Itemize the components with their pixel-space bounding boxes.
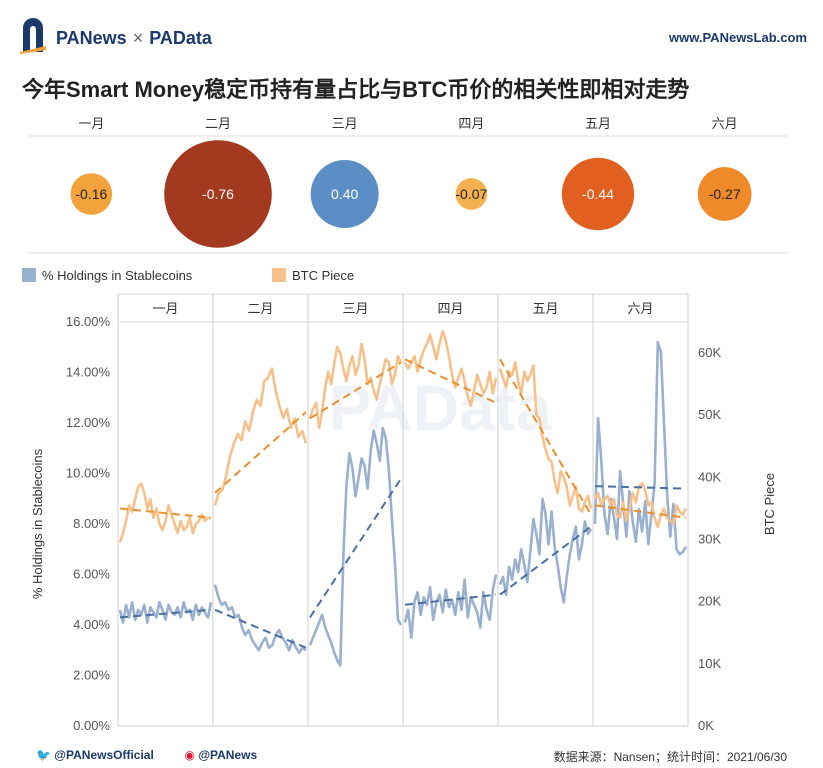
panel-month-label: 五月	[532, 301, 558, 316]
y-axis-right-title: BTC Piece	[762, 473, 777, 535]
btc-price-line	[403, 329, 498, 408]
stablecoin-trend-line	[214, 608, 307, 649]
stablecoin-holdings-line	[403, 574, 498, 639]
y-tick-left: 8.00%	[73, 516, 110, 531]
twitter-icon: 🐦	[36, 748, 51, 762]
y-tick-right: 30K	[698, 532, 721, 547]
stablecoin-holdings-line	[498, 497, 593, 604]
panel-month-label: 六月	[627, 301, 653, 316]
main-chart: PANewsPAData一月二月三月四月五月六月0.00%2.00%4.00%6…	[30, 293, 777, 733]
bubble-month-label: 一月	[78, 116, 104, 131]
btc-trend-line	[594, 504, 687, 519]
y-tick-left: 4.00%	[73, 617, 110, 632]
correlation-bubble	[697, 167, 752, 221]
brand-padata: PAData	[149, 28, 212, 48]
bubble-month-label: 六月	[712, 116, 738, 131]
header: PANews × PAData www.PANewsLab.com	[0, 0, 823, 72]
legend-label-stablecoins: % Holdings in Stablecoins	[42, 268, 193, 283]
btc-price-line	[213, 367, 308, 506]
correlation-bubble	[70, 173, 113, 215]
stablecoin-trend-line	[499, 525, 592, 596]
btc-trend-line	[499, 358, 592, 516]
correlation-value-label: -0.27	[709, 186, 741, 202]
brand-separator: ×	[132, 28, 144, 48]
btc-price-line	[118, 482, 211, 543]
correlation-value-label: -0.07	[455, 186, 487, 202]
logo-bar: PANews × PAData www.PANewsLab.com	[20, 18, 807, 62]
panel-month-label: 三月	[342, 301, 368, 316]
bubble-month-label: 二月	[205, 116, 231, 131]
legend-item-btc: BTC Piece	[272, 268, 354, 283]
correlation-value-label: -0.16	[75, 186, 107, 202]
panews-logo-icon	[20, 18, 46, 54]
footer: 🐦 @PANewsOfficial ◉ @PANews 数据来源：Nansen；…	[0, 742, 823, 768]
panel-month-label: 四月	[437, 301, 463, 316]
legend-swatch-stablecoins	[22, 268, 36, 282]
brand-panews: PANews	[56, 28, 127, 48]
y-tick-left: 16.00%	[66, 314, 111, 329]
btc-price-line	[308, 342, 403, 429]
brand: PANews × PAData	[56, 28, 212, 49]
y-tick-right: 10K	[698, 656, 721, 671]
y-tick-right: 20K	[698, 594, 721, 609]
correlation-value-label: -0.76	[202, 186, 234, 202]
correlation-value-label: 0.40	[331, 186, 358, 202]
legend-item-stablecoins: % Holdings in Stablecoins	[22, 268, 192, 283]
btc-trend-line	[309, 361, 402, 420]
stablecoin-holdings-line	[308, 426, 403, 667]
y-tick-left: 0.00%	[73, 718, 110, 733]
btc-trend-line	[404, 358, 497, 404]
y-tick-right: 60K	[698, 345, 721, 360]
btc-trend-line	[214, 411, 307, 494]
y-axis-left-title: % Holdings in Stablecoins	[30, 448, 45, 599]
y-tick-right: 0K	[698, 718, 714, 733]
y-tick-left: 14.00%	[66, 365, 111, 380]
panel-month-label: 一月	[152, 301, 178, 316]
data-source: 数据来源：Nansen；统计时间：2021/06/30	[553, 750, 787, 764]
bubble-month-label: 五月	[585, 116, 611, 131]
correlation-bubble	[310, 160, 379, 228]
btc-price-line	[498, 361, 593, 513]
twitter-handle[interactable]: @PANewsOfficial	[54, 748, 154, 762]
y-tick-left: 12.00%	[66, 415, 111, 430]
correlation-bubble	[455, 178, 488, 210]
footer-social: 🐦 @PANewsOfficial ◉ @PANews	[36, 748, 257, 762]
stablecoin-trend-line	[404, 593, 497, 606]
btc-price-line	[593, 482, 688, 529]
correlation-bubble	[561, 157, 635, 231]
stablecoin-holdings-line	[213, 584, 307, 655]
stablecoin-trend-line	[594, 485, 687, 490]
y-tick-left: 2.00%	[73, 668, 110, 683]
panel-month-label: 二月	[247, 301, 273, 316]
bubble-month-label: 四月	[458, 116, 484, 131]
correlation-bubbles: 一月 -0.16 二月 -0.76 三月 0.40 四月 -0.07 五月 -0.44 六月 -0.2…	[28, 116, 788, 254]
stablecoin-trend-line	[309, 478, 402, 618]
stablecoin-holdings-line	[118, 600, 213, 624]
btc-trend-line	[119, 507, 212, 519]
legend-swatch-btc	[272, 268, 286, 282]
weibo-icon: ◉	[184, 748, 195, 762]
stablecoin-trend-line	[119, 608, 212, 619]
bubble-month-label: 三月	[332, 116, 358, 131]
correlation-value-label: -0.44	[582, 186, 614, 202]
weibo-handle[interactable]: @PANews	[198, 748, 258, 762]
y-tick-right: 40K	[698, 469, 721, 484]
y-tick-left: 10.00%	[66, 466, 111, 481]
site-url[interactable]: www.PANewsLab.com	[669, 30, 807, 45]
page-title: 今年Smart Money稳定币持有量占比与BTC币价的相关性即相对走势	[22, 77, 690, 102]
legend-label-btc: BTC Piece	[292, 268, 355, 283]
correlation-bubble	[164, 140, 272, 248]
y-tick-right: 50K	[698, 407, 721, 422]
y-tick-left: 6.00%	[73, 567, 110, 582]
